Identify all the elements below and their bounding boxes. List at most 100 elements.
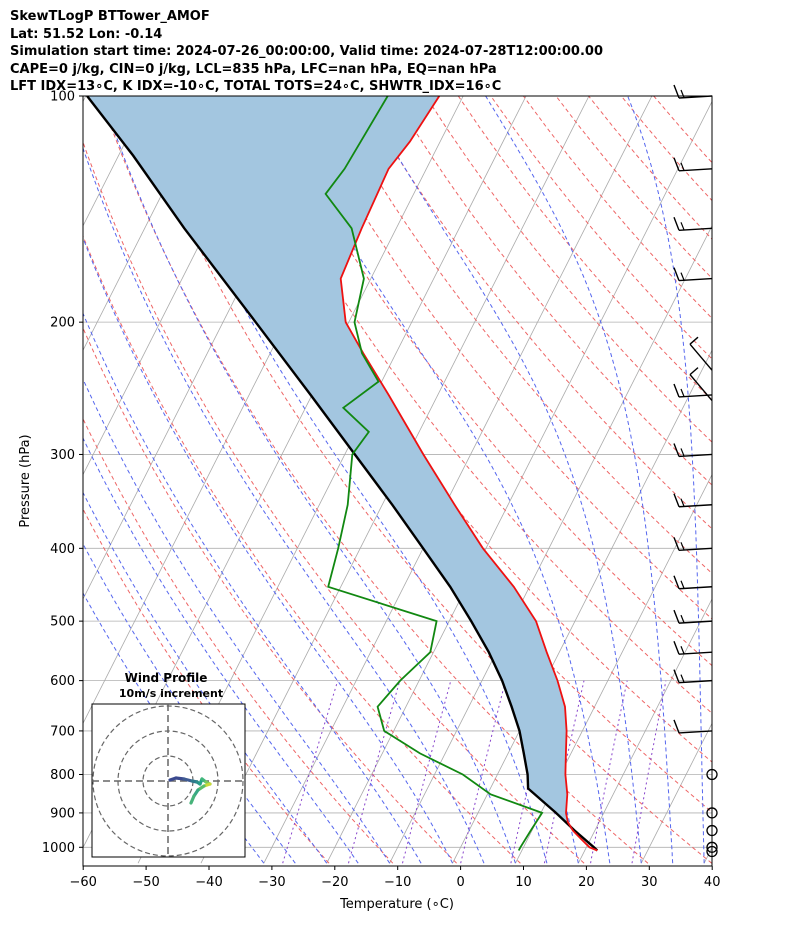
dry-adiabat xyxy=(99,96,649,864)
wind-barb-flag xyxy=(680,272,685,281)
wind-barb xyxy=(678,168,713,172)
x-tick-label: −40 xyxy=(195,875,222,890)
mixing-ratio-line xyxy=(282,680,339,864)
moist-adiabat xyxy=(83,236,453,864)
wind-barb-flag xyxy=(673,157,680,172)
wind-barb xyxy=(678,504,713,508)
dry-adiabat xyxy=(83,417,394,864)
moist-adiabat xyxy=(485,96,674,864)
y-tick-label: 100 xyxy=(50,90,75,105)
dry-adiabat xyxy=(653,96,712,164)
dry-adiabat xyxy=(83,326,457,864)
isotherm xyxy=(263,96,653,864)
x-tick-label: 20 xyxy=(578,875,595,890)
y-tick-label: 800 xyxy=(50,768,75,783)
wind-barb-flag xyxy=(680,542,685,551)
isotherm xyxy=(83,96,212,352)
parcel-profile-line xyxy=(86,96,599,852)
isotherm xyxy=(703,846,712,864)
moist-adiabat xyxy=(362,96,642,864)
wind-barb-flag xyxy=(673,267,680,281)
dry-adiabat xyxy=(588,96,712,240)
inset-title: Wind Profile xyxy=(125,671,208,685)
dewpoint-line xyxy=(324,96,544,851)
y-tick-label: 600 xyxy=(50,674,75,689)
calm-wind-circle xyxy=(706,807,718,819)
isotherm xyxy=(389,225,712,864)
calm-wind-circle xyxy=(706,841,718,853)
moist-adiabat xyxy=(83,542,296,864)
wind-barb-flag xyxy=(680,162,685,171)
wind-barb xyxy=(678,227,713,231)
y-axis-label: Pressure (hPa) xyxy=(18,434,33,527)
dry-adiabat xyxy=(555,96,712,280)
calm-wind-circle xyxy=(706,768,718,781)
isotherm xyxy=(83,96,87,103)
moist-adiabat xyxy=(101,96,516,864)
inset-subtitle: 10m/s increment xyxy=(119,687,223,700)
wind-barb xyxy=(678,651,713,655)
wind-barb-flag xyxy=(673,669,680,683)
axes: −60 −50 −40 −30 −20 −10 0 10 20 30 40 100 200 300 400 5… xyxy=(42,90,721,891)
wind-barb-flag xyxy=(680,580,685,589)
cape-line: CAPE=0 j/kg, CIN=0 j/kg, LCL=835 hPa, LF… xyxy=(10,61,497,77)
chart-title-block: SkewTLogP BTTower_AMOF Lat: 51.52 Lon: -… xyxy=(10,8,603,96)
dry-adiabat xyxy=(327,96,712,575)
x-tick-label: 30 xyxy=(641,875,658,890)
wind-barb xyxy=(678,586,713,590)
moist-adiabat xyxy=(83,377,391,864)
y-tick-label: 400 xyxy=(50,542,75,557)
time-line: Simulation start time: 2024-07-26_00:00:… xyxy=(10,44,603,59)
wind-barb-flag xyxy=(680,388,685,397)
wind-barbs xyxy=(673,84,718,858)
wind-barb-flag xyxy=(673,537,680,551)
wind-barb xyxy=(678,394,713,398)
wind-barb xyxy=(689,343,713,371)
x-axis-label: Temperature (∘C) xyxy=(339,897,454,912)
wind-barb-flag xyxy=(689,336,699,345)
wind-barb-flag xyxy=(680,89,685,98)
wind-barb-flag xyxy=(673,443,680,457)
wind-barb xyxy=(678,547,713,552)
wind-barb-flag xyxy=(673,383,680,398)
location-line: Lat: 51.52 Lon: -0.14 xyxy=(10,26,163,42)
wind-barb xyxy=(689,374,713,402)
wind-barb xyxy=(678,277,713,282)
wind-profile-inset: Wind Profile 10m/s increment xyxy=(91,671,246,858)
wind-barb-flag xyxy=(689,367,699,376)
isotherm xyxy=(83,96,150,227)
x-tick-label: −20 xyxy=(321,875,348,890)
wind-barb-flag xyxy=(680,674,685,683)
dry-adiabat xyxy=(83,140,585,864)
x-tick-label: −60 xyxy=(69,875,96,890)
mixing-ratio-line xyxy=(402,680,452,864)
index-line: LFT IDX=13∘C, K IDX=-10∘C, TOTAL TOTS=24… xyxy=(10,79,502,94)
wind-barb-flag xyxy=(680,646,685,654)
dry-adiabat xyxy=(83,234,521,864)
wind-barb xyxy=(678,679,713,684)
wind-barb-flag xyxy=(680,222,685,231)
wind-barb-flag xyxy=(680,614,685,623)
mixing-ratio-line xyxy=(348,680,401,864)
calm-wind-circle xyxy=(706,824,718,837)
dry-adiabat xyxy=(83,507,330,864)
wind-barb-flag xyxy=(673,640,680,655)
dry-adiabat xyxy=(425,96,712,443)
x-tick-label: −30 xyxy=(258,875,285,890)
moist-adiabat xyxy=(83,146,485,864)
wind-barb-flag xyxy=(673,84,680,99)
y-tick-label: 200 xyxy=(50,316,75,331)
wind-barb-flag xyxy=(673,217,680,231)
y-tick-label: 500 xyxy=(50,615,75,630)
wind-barb-flag xyxy=(680,448,685,457)
y-tick-label: 1000 xyxy=(42,841,75,856)
isotherm xyxy=(452,349,712,864)
wind-barb xyxy=(678,453,713,458)
moist-adiabat xyxy=(83,436,359,864)
x-tick-label: −50 xyxy=(132,875,159,890)
wind-barb-flag xyxy=(673,719,680,734)
chart-title: SkewTLogP BTTower_AMOF xyxy=(10,9,210,24)
wind-barb xyxy=(678,95,713,99)
wind-barb xyxy=(678,730,713,734)
dry-adiabat xyxy=(620,96,712,202)
